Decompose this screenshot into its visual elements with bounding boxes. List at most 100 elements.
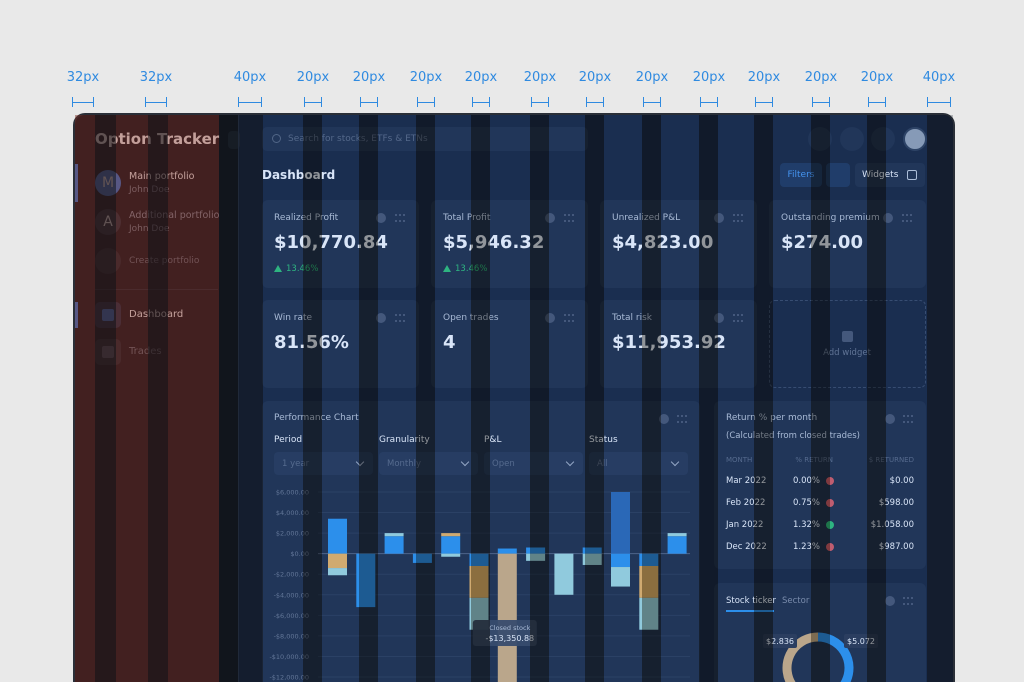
- guide-label: 32px: [66, 70, 100, 85]
- card-label: Total risk: [612, 312, 652, 323]
- guide-marker-line: [145, 101, 167, 103]
- drag-handle: [902, 214, 912, 222]
- bar-segment: [554, 553, 574, 595]
- bar-segment: [526, 553, 546, 561]
- bar-segment: [328, 553, 347, 569]
- guide-marker-line: [700, 101, 718, 103]
- bar-segment: [582, 547, 602, 554]
- tooltip: [472, 620, 537, 646]
- stat-card: [769, 200, 926, 288]
- panel-title: Performance Chart: [274, 412, 359, 423]
- guide-label: 40px: [922, 70, 956, 85]
- drag-handle: [564, 314, 574, 322]
- info-icon: [376, 313, 386, 323]
- value-label: $2.836: [766, 637, 794, 646]
- card-label: Outstanding premium: [781, 212, 880, 223]
- y-tick-label: $2,000.00: [276, 530, 309, 538]
- drag-handle: [677, 415, 687, 423]
- bar-segment: [384, 536, 404, 554]
- value-tag: [844, 634, 878, 648]
- y-tick-label: $0.00: [290, 550, 309, 558]
- bar-segment: [384, 533, 404, 537]
- select: [484, 452, 583, 475]
- guide-label: 40px: [233, 70, 267, 85]
- card-value: $274.00: [781, 231, 863, 253]
- bar-segment: [441, 533, 461, 537]
- card-value: $11,953.92: [612, 331, 726, 353]
- add-widget: Add widget: [823, 348, 871, 358]
- widgets-icon: [907, 170, 917, 180]
- search-bar: [262, 127, 588, 151]
- card-change: 13.46%: [286, 264, 319, 274]
- filter-label: Period: [274, 434, 303, 445]
- card-change: 13.46%: [455, 264, 488, 274]
- info-icon: [883, 213, 893, 223]
- card-label: Open trades: [443, 312, 499, 323]
- filter-icon-button: [826, 163, 850, 187]
- month: Feb 2022: [726, 498, 766, 508]
- returned: $987.00: [878, 542, 914, 552]
- card-value: $5,946.32: [443, 231, 545, 253]
- up-arrow: [274, 265, 282, 272]
- y-tick-label: $6,000.00: [276, 489, 309, 497]
- guide-label: 20px: [352, 70, 386, 85]
- sidebar-divider: [238, 115, 239, 682]
- month: Jan 2022: [726, 520, 764, 530]
- bar-segment: [667, 533, 687, 537]
- status-icon: [826, 477, 834, 485]
- guide-label: 20px: [692, 70, 726, 85]
- panel: [714, 401, 926, 569]
- donut-segment: [782, 632, 819, 682]
- guide-marker-line: [755, 101, 773, 103]
- guide-label: 20px: [804, 70, 838, 85]
- y-tick-label: -$10,000.00: [269, 653, 309, 661]
- stat-card: [262, 300, 419, 388]
- drag-handle: [733, 314, 743, 322]
- add-widget-icon: [842, 331, 853, 342]
- column-header: MONTH: [726, 456, 753, 464]
- guide-label: 20px: [296, 70, 330, 85]
- guide-marker-line: [417, 101, 435, 103]
- guide-marker-line: [812, 101, 830, 103]
- tooltip-title: Closed stock: [489, 624, 530, 632]
- status-icon: [826, 499, 834, 507]
- returned: $1.058.00: [870, 520, 914, 530]
- add-widget-card: [769, 300, 926, 388]
- bar-segment: [611, 567, 630, 587]
- month: Dec 2022: [726, 542, 767, 552]
- filters-button: [780, 163, 822, 187]
- tab: Stock ticker: [726, 596, 776, 606]
- select-value: Open: [492, 458, 515, 469]
- select-value: 1 year: [282, 458, 310, 469]
- return-pct: 1.32%: [792, 520, 820, 530]
- guide-marker-line: [72, 101, 94, 103]
- active-indicator: [75, 164, 78, 202]
- widgets-button: [855, 163, 925, 187]
- tab: Sector: [782, 596, 810, 606]
- column-header: $ RETURNED: [868, 456, 914, 464]
- page-title: Dashboard: [262, 167, 336, 182]
- panel-title: Return % per month: [726, 412, 818, 423]
- toolbar-icon: [871, 127, 895, 151]
- filters-label: Filters: [787, 169, 815, 180]
- card-label: Total Profit: [443, 212, 491, 223]
- up-arrow: [443, 265, 451, 272]
- card-value: $10,770.84: [274, 231, 388, 253]
- tooltip-value: -$13,350.88: [485, 634, 534, 643]
- month: Mar 2022: [726, 476, 767, 486]
- return-pct: 0.75%: [792, 498, 820, 508]
- search-placeholder: Search for stocks, ETFs & ETNs: [288, 133, 428, 144]
- search-icon: [272, 134, 281, 143]
- select-value: Monthly: [387, 458, 422, 469]
- filter-label: Granularity: [379, 434, 430, 445]
- value-label: $5.072: [847, 637, 875, 646]
- info-icon: [376, 213, 386, 223]
- card-value: $4,823.00: [612, 231, 714, 253]
- bar-segment: [356, 553, 376, 608]
- guide-marker-line: [360, 101, 378, 103]
- bar-segment: [469, 566, 489, 598]
- drag-handle: [903, 415, 913, 423]
- guide-label: 20px: [578, 70, 612, 85]
- card-label: Win rate: [274, 312, 313, 323]
